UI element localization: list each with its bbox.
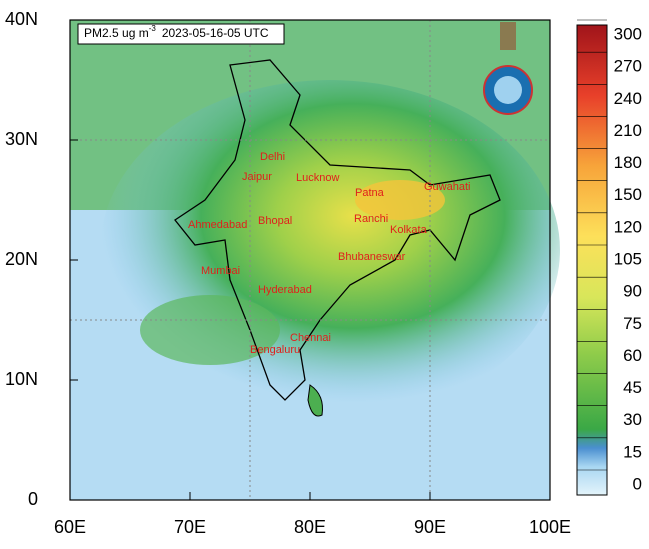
haze-plume <box>100 80 560 420</box>
lat-label: 0 <box>28 489 38 509</box>
city-label: Bhubaneswar <box>338 251 406 263</box>
city-label: Bengaluru <box>250 344 300 356</box>
colorbar <box>576 24 608 496</box>
colorbar-label: 240 <box>614 89 642 108</box>
map-area: PM2.5 ug m-3 2023-05-16-05 UTC <box>69 19 560 501</box>
hotspot <box>355 180 445 220</box>
lon-label: 80E <box>294 517 326 537</box>
title-time: 2023-05-16-05 UTC <box>162 26 269 40</box>
city-label: Lucknow <box>296 172 339 184</box>
colorbar-label: 30 <box>623 410 642 429</box>
lon-label: 90E <box>414 517 446 537</box>
country-outline <box>174 59 501 401</box>
city-label: Kolkata <box>390 224 428 236</box>
colorbar-label: 60 <box>623 346 642 365</box>
city-label: Mumbai <box>201 265 240 277</box>
city-label: Bhopal <box>258 215 292 227</box>
arabian-sea-plume <box>140 295 280 365</box>
colorbar-label: 300 <box>614 24 642 43</box>
lat-label: 30N <box>5 129 38 149</box>
colorbar-label: 75 <box>623 314 642 333</box>
city-label: Jaipur <box>242 171 272 183</box>
lon-label: 60E <box>54 517 86 537</box>
lat-label: 10N <box>5 369 38 389</box>
colorbar-label: 105 <box>614 249 642 268</box>
city-label: Ahmedabad <box>188 219 247 231</box>
colorbar-label: 45 <box>623 378 642 397</box>
city-label: Guwahati <box>424 181 470 193</box>
colorbar-label: 270 <box>614 57 642 76</box>
lat-label: 20N <box>5 249 38 269</box>
logo <box>483 22 533 115</box>
graticule <box>70 20 550 500</box>
lon-label: 70E <box>174 517 206 537</box>
city-label: Patna <box>355 187 385 199</box>
lon-label: 100E <box>529 517 571 537</box>
city-label: Chennai <box>290 332 331 344</box>
city-label: Ranchi <box>354 213 388 225</box>
city-label: Delhi <box>260 151 285 163</box>
map-title: PM2.5 ug m-3 2023-05-16-05 UTC <box>84 24 269 40</box>
colorbar-label: 90 <box>623 282 642 301</box>
lat-label: 40N <box>5 9 38 29</box>
city-labels: Delhi Jaipur Lucknow Patna Guwahati Ahme… <box>188 151 470 356</box>
title-variable: PM2.5 ug m <box>84 26 149 40</box>
colorbar-label: 180 <box>614 153 642 172</box>
city-label: Hyderabad <box>258 284 312 296</box>
sri-lanka <box>307 384 323 417</box>
colorbar-label: 120 <box>614 217 642 236</box>
colorbar-label: 15 <box>623 442 642 461</box>
colorbar-label: 0 <box>633 474 642 493</box>
colorbar-label: 150 <box>614 185 642 204</box>
colorbar-label: 210 <box>614 121 642 140</box>
title-exponent: -3 <box>149 24 157 33</box>
title-box <box>77 23 285 45</box>
